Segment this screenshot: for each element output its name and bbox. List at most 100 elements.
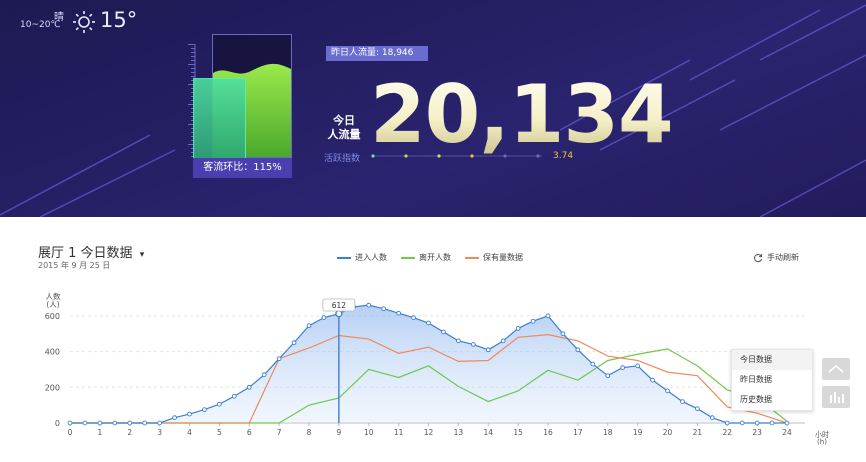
data-point <box>411 315 416 320</box>
data-point <box>575 347 581 353</box>
weather-condition: 晴 <box>54 12 64 23</box>
data-point <box>485 347 491 353</box>
activity-index-value: 3.74 <box>553 151 574 161</box>
data-point <box>709 415 715 420</box>
data-point <box>82 420 88 426</box>
bar-chart-icon <box>830 392 844 403</box>
data-point <box>784 420 790 426</box>
x-tick-label: 10 <box>364 428 374 437</box>
series-line <box>70 334 788 424</box>
y-tick-label: 200 <box>45 383 60 392</box>
chart-date: 2015 年 9 月 25 日 <box>38 261 111 270</box>
data-point <box>680 399 685 404</box>
data-point <box>590 361 596 367</box>
x-axis-label: 小时 <box>815 430 829 439</box>
y-axis-label: 人数 <box>46 291 61 301</box>
x-tick-label: 14 <box>483 428 493 437</box>
chart-legend: 进入人数 离开人数 保有量数据 <box>337 252 523 263</box>
x-tick-label: 9 <box>336 428 341 437</box>
data-point <box>620 365 626 370</box>
x-tick-label: 15 <box>513 428 523 437</box>
hall-selector[interactable]: 展厅 1 今日数据 ▾ <box>38 242 144 261</box>
header-banner: 晴 10~20℃ 15° <box>0 0 866 217</box>
legend-swatch <box>401 256 415 259</box>
data-point <box>157 420 162 426</box>
data-point <box>560 331 566 337</box>
data-point <box>530 318 536 324</box>
x-tick-label: 20 <box>663 428 673 437</box>
enter-area <box>70 305 787 423</box>
activity-index-label: 活跃指数 <box>324 154 361 164</box>
x-tick-label: 4 <box>187 428 192 437</box>
legend-swatch <box>337 256 351 259</box>
x-tick-label: 5 <box>217 428 222 437</box>
x-tick-label: 11 <box>394 428 404 437</box>
x-tick-label: 2 <box>127 428 132 437</box>
data-point <box>231 393 237 399</box>
x-tick-label: 3 <box>157 428 162 437</box>
data-point <box>291 340 297 345</box>
legend-item-retain[interactable]: 保有量数据 <box>465 252 523 263</box>
x-tick-label: 0 <box>68 428 73 437</box>
data-point <box>127 420 133 426</box>
tooltip-box <box>322 298 356 312</box>
data-point <box>635 363 640 369</box>
yesterday-traffic: 昨日人流量: 18,946 <box>326 46 428 61</box>
data-point <box>441 329 446 335</box>
data-point <box>276 356 282 362</box>
scroll-top-button[interactable] <box>822 358 850 380</box>
menu-item-history[interactable]: 历史数据 <box>740 395 772 404</box>
today-label-line1: 今日 <box>333 114 355 127</box>
data-point <box>695 406 700 412</box>
y-tick-label: 600 <box>45 312 60 321</box>
x-tick-label: 7 <box>277 428 282 437</box>
menu-item-yesterday[interactable]: 昨日数据 <box>740 375 772 384</box>
hover-point <box>335 310 343 318</box>
data-point <box>426 320 431 326</box>
chevron-down-icon: ▾ <box>139 250 145 260</box>
x-tick-label: 12 <box>424 428 434 437</box>
today-label-line2: 人流量 <box>327 128 361 141</box>
data-point <box>202 407 207 412</box>
data-point <box>456 338 461 344</box>
data-point <box>381 306 387 312</box>
tooltip-text: 612 <box>332 301 347 310</box>
legend-label: 离开人数 <box>419 253 451 262</box>
temperature-range: 10~20℃ <box>20 20 61 30</box>
x-tick-label: 23 <box>752 428 762 437</box>
data-point <box>112 420 118 426</box>
data-point <box>172 415 177 420</box>
refresh-button[interactable]: 手动刷新 <box>753 252 799 263</box>
data-point <box>754 420 760 426</box>
activity-index-track <box>371 154 542 158</box>
data-point <box>246 384 252 390</box>
x-tick-label: 8 <box>307 428 312 437</box>
refresh-icon <box>754 253 763 262</box>
menu-item-today[interactable]: 今日数据 <box>732 350 812 370</box>
data-point <box>739 420 745 426</box>
data-point <box>396 310 401 316</box>
y-axis-label: (人) <box>46 300 59 309</box>
x-tick-label: 21 <box>693 428 703 437</box>
chart-type-button[interactable] <box>822 386 850 408</box>
data-point <box>470 342 476 347</box>
data-point <box>515 326 521 331</box>
ratio-caption: 客流环比：115% <box>193 158 292 178</box>
data-point <box>366 302 372 308</box>
legend-item-leave[interactable]: 离开人数 <box>401 252 451 263</box>
data-point <box>217 401 222 407</box>
legend-label: 保有量数据 <box>483 253 523 262</box>
today-traffic-label: 今日 人流量 <box>324 114 364 142</box>
x-tick-label: 16 <box>543 428 553 437</box>
refresh-label: 手动刷新 <box>767 253 799 262</box>
data-point <box>500 338 506 344</box>
sun-icon <box>73 11 95 33</box>
x-axis-label: (h) <box>817 438 827 446</box>
legend-item-enter[interactable]: 进入人数 <box>337 252 387 263</box>
data-point <box>605 373 611 379</box>
data-point <box>724 420 730 426</box>
chevron-up-icon <box>828 364 844 373</box>
hall-title: 展厅 1 今日数据 <box>38 246 133 261</box>
data-point <box>769 420 775 426</box>
